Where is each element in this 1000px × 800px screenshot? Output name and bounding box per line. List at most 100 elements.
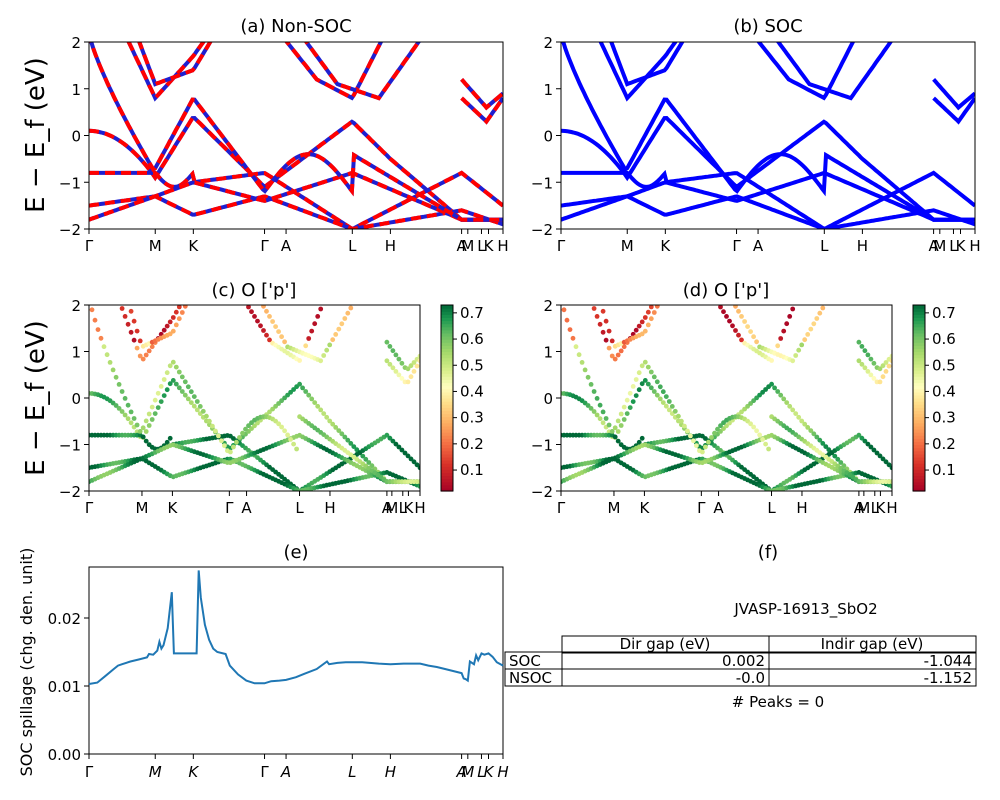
colorbar-segment <box>913 317 925 322</box>
band-point <box>565 289 570 294</box>
band-point <box>845 284 850 289</box>
spillage-line <box>88 570 504 685</box>
kpoint-label: K <box>660 237 671 255</box>
band-point <box>627 405 633 410</box>
band-point <box>357 284 362 289</box>
band-point <box>324 347 330 353</box>
band-point <box>805 332 811 337</box>
band-point <box>863 284 868 289</box>
kpoint-label: Γ <box>260 763 269 781</box>
band-point <box>382 284 387 289</box>
pb-frame <box>560 41 976 230</box>
band-point <box>580 279 585 284</box>
band-point <box>733 328 738 333</box>
colorbar-segment <box>441 376 453 380</box>
band-point <box>95 327 101 332</box>
band-point <box>875 284 880 289</box>
band-point <box>842 284 847 289</box>
colorbar-segment <box>913 472 925 477</box>
band-point <box>388 284 393 289</box>
band-point <box>188 400 194 405</box>
band-point <box>394 284 399 289</box>
band-point <box>612 425 618 431</box>
band-point <box>835 284 840 289</box>
band-point <box>621 404 627 410</box>
band-point <box>370 284 375 289</box>
band-point <box>161 327 167 333</box>
band-point <box>379 284 384 289</box>
band-point <box>137 338 143 344</box>
band-point <box>639 381 645 387</box>
colorbar-segment <box>913 385 925 390</box>
band-point <box>673 284 678 289</box>
band-point <box>144 279 149 284</box>
band-point <box>397 284 402 289</box>
band-point <box>745 403 750 409</box>
band-point <box>180 279 185 284</box>
band-point <box>113 403 119 408</box>
band-point <box>397 284 402 289</box>
band-point <box>775 343 781 349</box>
band-point <box>811 284 816 289</box>
band-line <box>561 42 975 222</box>
kpoint-label: Γ <box>225 499 234 517</box>
band-point <box>851 284 856 289</box>
band-point <box>210 423 215 429</box>
kpoint-label: A <box>753 237 764 255</box>
y-tick-label: −2 <box>531 221 553 239</box>
band-point <box>778 284 783 289</box>
band-point <box>333 284 338 289</box>
band-point <box>128 329 134 335</box>
band-point <box>370 284 375 289</box>
band-point <box>366 284 371 289</box>
band-point <box>658 279 663 284</box>
band-point <box>851 284 856 289</box>
band-point <box>805 284 810 289</box>
band-point <box>186 279 191 284</box>
kpoint-label: H <box>886 499 897 517</box>
band-point <box>147 279 152 284</box>
band-point <box>294 446 299 452</box>
band-point <box>324 284 329 289</box>
band-point <box>414 462 420 468</box>
band-point <box>835 284 840 289</box>
band-point <box>117 279 122 284</box>
band-point <box>408 374 414 380</box>
band-point <box>114 279 119 284</box>
band-point <box>333 425 339 430</box>
band-point <box>330 284 335 289</box>
band-point <box>640 279 645 284</box>
colorbar-tick-label: 0.6 <box>932 330 956 348</box>
band-point <box>685 428 690 434</box>
band-point <box>93 289 98 294</box>
colorbar-segment <box>441 311 453 315</box>
band-point <box>173 381 179 387</box>
band-point <box>351 444 357 449</box>
band-point <box>796 347 802 353</box>
band-point <box>877 379 883 385</box>
band-point <box>624 397 630 403</box>
band-point <box>676 279 681 284</box>
band-point <box>150 279 155 284</box>
colorbar-segment <box>913 360 925 365</box>
band-point <box>156 279 161 284</box>
band-point <box>123 279 128 284</box>
band-point <box>194 399 200 404</box>
band-point <box>285 432 290 438</box>
band-point <box>126 279 131 284</box>
band-point <box>158 399 164 404</box>
band-point <box>808 284 813 289</box>
band-point <box>291 441 296 447</box>
y-tick-label: 0 <box>71 390 81 408</box>
band-point <box>607 279 612 284</box>
band-point <box>143 352 149 358</box>
band-point <box>583 279 588 284</box>
band-point <box>769 381 774 387</box>
band-point <box>568 279 573 284</box>
band-point <box>354 284 359 289</box>
band-point <box>615 429 621 434</box>
band-point <box>661 279 666 284</box>
band-point <box>385 284 390 289</box>
band-point <box>312 284 317 289</box>
band-point <box>318 306 324 312</box>
